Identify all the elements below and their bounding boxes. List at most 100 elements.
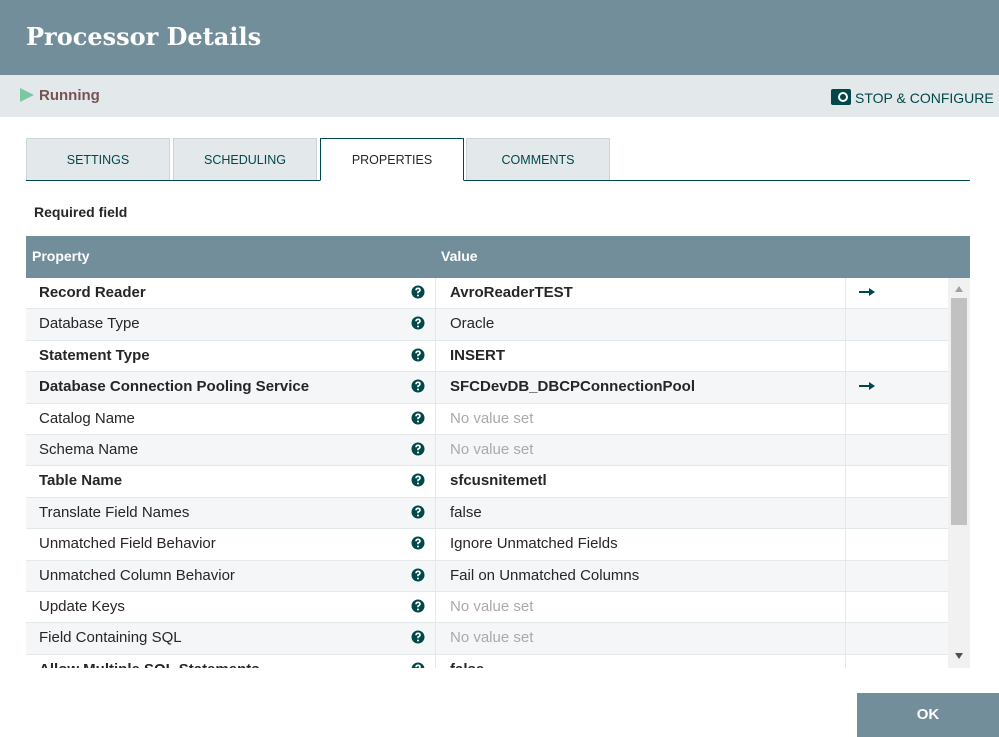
cell-divider	[845, 623, 846, 655]
property-value[interactable]: No value set	[450, 441, 534, 458]
property-value[interactable]: Fail on Unmatched Columns	[450, 566, 640, 584]
scrollbar-graphics	[951, 286, 967, 659]
cell-divider	[845, 466, 846, 498]
property-name: Unmatched Column Behavior	[39, 566, 235, 584]
column-header: Value	[441, 248, 478, 264]
property-row[interactable]: Schema Name No value set	[26, 435, 948, 467]
property-value[interactable]: No value set	[450, 629, 534, 647]
cell-divider	[435, 592, 436, 623]
status-label: Running	[39, 87, 100, 104]
property-name: Database Connection Pooling Service	[39, 378, 310, 396]
cell-divider	[845, 497, 846, 529]
property-row[interactable]: Update Keys No value set	[26, 592, 948, 624]
ok-button[interactable]: OK	[857, 693, 999, 737]
property-value[interactable]: false	[450, 655, 484, 668]
cell-divider	[845, 403, 846, 435]
property-name: Update Keys	[39, 598, 125, 615]
help-icon[interactable]	[411, 379, 425, 393]
help-icon[interactable]	[411, 599, 425, 613]
property-name: Unmatched Field Behavior	[39, 535, 216, 553]
help-icon[interactable]	[411, 505, 425, 519]
dialog-header	[0, 0, 999, 75]
cell-divider	[435, 309, 436, 341]
tab[interactable]: COMMENTS	[466, 138, 610, 180]
cell-divider	[435, 278, 436, 309]
property-name: Statement Type	[39, 346, 150, 364]
property-name: Allow Multiple SQL Statements	[39, 655, 260, 668]
required-label: Required field	[34, 204, 128, 220]
column-header: Property	[32, 248, 90, 264]
cell-divider	[435, 623, 436, 655]
help-icon[interactable]	[411, 411, 425, 425]
help-icon[interactable]	[411, 442, 425, 456]
tab[interactable]: PROPERTIES	[320, 138, 464, 181]
property-name: Record Reader	[39, 284, 146, 301]
cell-divider	[845, 435, 846, 466]
property-name: Table Name	[39, 472, 123, 490]
cell-divider	[435, 403, 436, 435]
cell-divider	[435, 372, 436, 404]
tab[interactable]: SETTINGS	[26, 138, 170, 180]
cell-divider	[845, 278, 846, 309]
scrollbar[interactable]	[948, 278, 970, 668]
help-icon[interactable]	[411, 316, 425, 330]
goto-arrow[interactable]	[859, 381, 875, 391]
dialog-title: Processor Details	[26, 22, 262, 51]
property-row[interactable]: Database Type Oracle	[26, 309, 948, 341]
cell-divider	[435, 340, 436, 372]
property-value[interactable]: false	[450, 503, 482, 521]
help-icon[interactable]	[411, 473, 425, 487]
goto-arrow[interactable]	[859, 287, 875, 297]
property-row[interactable]: Field Containing SQL No value set	[26, 623, 948, 655]
help-icon[interactable]	[411, 568, 425, 582]
property-value[interactable]: AvroReaderTEST	[450, 284, 573, 301]
cell-divider	[845, 529, 846, 561]
help-icon[interactable]	[411, 630, 425, 644]
tab-underline	[26, 180, 970, 181]
property-value[interactable]: Oracle	[450, 315, 495, 333]
cell-divider	[845, 654, 846, 668]
property-name: Field Containing SQL	[39, 629, 182, 647]
property-value[interactable]: SFCDevDB_DBCPConnectionPool	[450, 378, 696, 396]
help-icon[interactable]	[411, 536, 425, 550]
cell-divider	[845, 340, 846, 372]
property-row[interactable]: Translate Field Names false	[26, 497, 948, 530]
property-row[interactable]: Record Reader AvroReaderTEST	[26, 278, 948, 310]
property-name: Database Type	[39, 315, 140, 333]
cell-divider	[435, 435, 436, 466]
cell-divider	[435, 497, 436, 529]
stop-configure-button[interactable]: STOP & CONFIGURE	[855, 90, 994, 106]
property-value[interactable]: INSERT	[450, 346, 506, 364]
property-row[interactable]: Unmatched Column Behavior Fail on Unmatch…	[26, 560, 948, 592]
property-value[interactable]: No value set	[450, 409, 534, 427]
help-icon[interactable]	[411, 662, 425, 668]
cell-divider	[435, 466, 436, 498]
property-name: Schema Name	[39, 441, 139, 458]
configure-icon[interactable]	[830, 88, 852, 106]
property-name: Catalog Name	[39, 409, 135, 427]
running-icon	[20, 88, 34, 102]
property-row[interactable]: Statement Type INSERT	[26, 340, 948, 373]
property-value[interactable]: Ignore Unmatched Fields	[450, 535, 618, 553]
property-row[interactable]: Unmatched Field Behavior Ignore Unmatched…	[26, 529, 948, 561]
help-icon[interactable]	[411, 285, 425, 299]
cell-divider	[845, 560, 846, 592]
property-row[interactable]: Allow Multiple SQL Statements false	[26, 654, 948, 668]
cell-divider	[435, 560, 436, 592]
cell-divider	[845, 372, 846, 404]
property-row[interactable]: Catalog Name No value set	[26, 403, 948, 435]
property-row[interactable]: Database Connection Pooling Service SFCDe…	[26, 372, 948, 404]
property-row[interactable]: Table Name sfcusnitemetl	[26, 466, 948, 498]
table-body: Record Reader AvroReaderTEST Database Type…	[26, 278, 970, 668]
tab[interactable]: SCHEDULING	[173, 138, 317, 180]
cell-divider	[845, 309, 846, 341]
property-value[interactable]: No value set	[450, 598, 534, 615]
table-header: Property Value	[26, 236, 970, 278]
property-name: Translate Field Names	[39, 503, 190, 521]
cell-divider	[845, 592, 846, 623]
cell-divider	[435, 529, 436, 561]
cell-divider	[435, 654, 436, 668]
help-icon[interactable]	[411, 348, 425, 362]
property-value[interactable]: sfcusnitemetl	[450, 472, 547, 490]
